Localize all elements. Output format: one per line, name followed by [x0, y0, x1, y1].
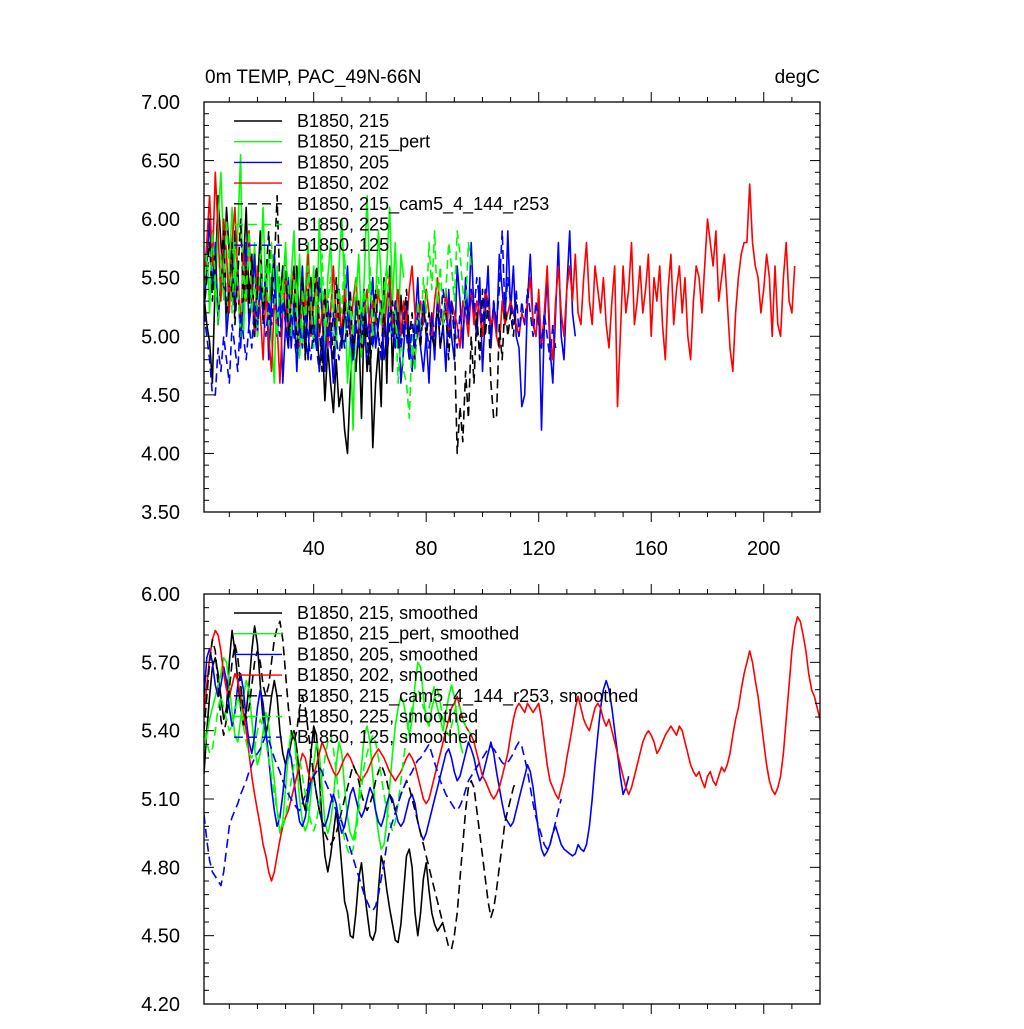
top-ytick-label: 6.50: [141, 151, 180, 173]
bottom-ytick-label: 4.20: [141, 994, 180, 1016]
top-ytick-label: 5.50: [141, 268, 180, 290]
top-ytick-label: 6.00: [141, 209, 180, 231]
top-legend-label-0: B1850, 215: [297, 111, 389, 131]
top-xtick-label: 160: [635, 538, 668, 560]
top-ytick-label: 4.00: [141, 443, 180, 465]
top-legend-label-5: B1850, 225: [297, 215, 389, 235]
bottom-series-line-1: [204, 656, 464, 850]
top-plot-frame: [203, 101, 821, 513]
top-xtick-label: 200: [747, 538, 780, 560]
top-xtick-label: 120: [522, 538, 555, 560]
bottom-ytick-label: 4.80: [141, 857, 180, 879]
top-title-right: degC: [775, 67, 820, 88]
top-legend-label-3: B1850, 202: [297, 173, 389, 193]
bottom-ytick-label: 6.00: [141, 584, 180, 606]
top-panel: 0m TEMP, PAC_49N-66N degC B1850, 215B185…: [141, 67, 821, 560]
bottom-axes: [204, 584, 820, 1014]
bottom-series-line-6: [204, 734, 562, 912]
bottom-legend-label-3: B1850, 202, smoothed: [297, 665, 478, 685]
top-ytick-label: 5.00: [141, 326, 180, 348]
top-series-line-6: [204, 230, 557, 396]
top-legend-label-6: B1850, 125: [297, 235, 389, 255]
bottom-legend-label-4: B1850, 215_cam5_4_144_r253, smoothed: [297, 686, 638, 707]
top-xtick-label: 40: [303, 538, 325, 560]
top-legend-label-4: B1850, 215_cam5_4_144_r253: [297, 194, 549, 215]
bottom-series-line-0: [204, 625, 444, 944]
top-series-line-5: [204, 218, 472, 420]
bottom-legend-label-1: B1850, 215_pert, smoothed: [297, 624, 519, 645]
bottom-ytick-label: 5.10: [141, 789, 180, 811]
bottom-legend-label-6: B1850, 125, smoothed: [297, 727, 478, 747]
bottom-series-line-5: [204, 684, 472, 857]
bottom-ytick-label: 5.70: [141, 652, 180, 674]
top-ytick-label: 3.50: [141, 502, 180, 524]
bottom-legend-label-2: B1850, 205, smoothed: [297, 644, 478, 664]
top-legend-label-2: B1850, 205: [297, 152, 389, 172]
bottom-legend-label-0: B1850, 215, smoothed: [297, 603, 478, 623]
bottom-legend-label-5: B1850, 225, smoothed: [297, 707, 478, 727]
bottom-series-line-2: [204, 647, 630, 857]
bottom-ytick-label: 4.50: [141, 926, 180, 948]
top-legend-label-1: B1850, 215_pert: [297, 132, 430, 153]
top-ytick-label: 4.50: [141, 385, 180, 407]
top-axes: [204, 92, 820, 522]
top-xtick-label: 80: [415, 538, 437, 560]
bottom-series-line-3: [204, 615, 820, 882]
top-title-left: 0m TEMP, PAC_49N-66N: [205, 67, 421, 88]
top-ytick-label: 7.00: [141, 92, 180, 114]
bottom-ytick-label: 5.40: [141, 721, 180, 743]
